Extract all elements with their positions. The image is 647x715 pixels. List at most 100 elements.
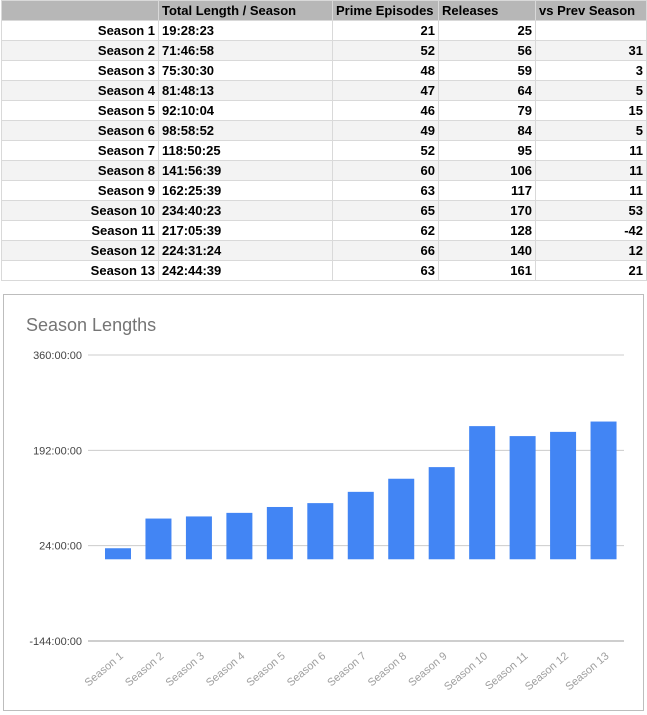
table-cell[interactable]: 31 — [535, 40, 647, 61]
table-cell[interactable]: Season 9 — [1, 180, 159, 201]
table-cell[interactable]: Season 3 — [1, 60, 159, 81]
bar[interactable] — [469, 426, 496, 560]
table-cell[interactable]: 66 — [332, 240, 439, 261]
table-cell[interactable]: 217:05:39 — [158, 220, 333, 241]
bar[interactable] — [307, 503, 334, 560]
table-cell[interactable]: Season 1 — [1, 20, 159, 41]
table-row: Season 2 71:46:58 52 56 31 — [1, 40, 647, 61]
table-cell[interactable]: 11 — [535, 160, 647, 181]
table-row: Season 8 141:56:39 60 106 11 — [1, 160, 647, 181]
table-cell[interactable]: 92:10:04 — [158, 100, 333, 121]
table-cell[interactable]: 242:44:39 — [158, 260, 333, 281]
table-cell[interactable]: 62 — [332, 220, 439, 241]
table-cell[interactable]: 81:48:13 — [158, 80, 333, 101]
table-cell[interactable]: Season 8 — [1, 160, 159, 181]
table-cell[interactable]: 84 — [438, 120, 536, 141]
column-header[interactable]: Releases — [438, 0, 536, 21]
bar-chart: 360:00:00192:00:0024:00:00-144:00:00Seas… — [29, 350, 624, 693]
table-cell[interactable]: 47 — [332, 80, 439, 101]
table-cell[interactable]: Season 10 — [1, 200, 159, 221]
chart-container[interactable]: Season Lengths 360:00:00 192:00:00 24:00:0… — [3, 294, 644, 711]
x-tick-label: Season 11 — [483, 650, 530, 692]
table-cell[interactable]: Season 7 — [1, 140, 159, 161]
table-cell[interactable]: 15 — [535, 100, 647, 121]
y-tick-label: 24:00:00 — [39, 541, 82, 553]
table-cell[interactable]: Season 12 — [1, 240, 159, 261]
table-cell[interactable]: 98:58:52 — [158, 120, 333, 141]
bar[interactable] — [266, 506, 293, 560]
table-cell[interactable]: 49 — [332, 120, 439, 141]
table-cell[interactable]: 71:46:58 — [158, 40, 333, 61]
table-cell[interactable]: Season 4 — [1, 80, 159, 101]
table-cell[interactable]: 140 — [438, 240, 536, 261]
table-cell[interactable]: 63 — [332, 260, 439, 281]
table-cell[interactable]: 234:40:23 — [158, 200, 333, 221]
table-row: Season 6 98:58:52 49 84 5 — [1, 120, 647, 141]
table-cell[interactable]: 75:30:30 — [158, 60, 333, 81]
table-cell[interactable]: 52 — [332, 40, 439, 61]
bar[interactable] — [388, 478, 415, 560]
bar[interactable] — [590, 421, 617, 560]
table-cell[interactable]: 106 — [438, 160, 536, 181]
table-cell[interactable]: 118:50:25 — [158, 140, 333, 161]
bar[interactable] — [550, 431, 577, 560]
table-row: Season 12 224:31:24 66 140 12 — [1, 240, 647, 261]
bar[interactable] — [347, 491, 374, 560]
table-cell[interactable]: 170 — [438, 200, 536, 221]
table-cell[interactable]: 52 — [332, 140, 439, 161]
table-cell[interactable]: 48 — [332, 60, 439, 81]
table-cell[interactable]: 64 — [438, 80, 536, 101]
table-cell[interactable]: 11 — [535, 140, 647, 161]
table-cell[interactable]: 60 — [332, 160, 439, 181]
bar[interactable] — [105, 548, 131, 560]
table-row: Season 11 217:05:39 62 128 -42 — [1, 220, 647, 241]
table-cell[interactable]: 224:31:24 — [158, 240, 333, 261]
bar[interactable] — [428, 467, 455, 560]
table-cell[interactable]: Season 13 — [1, 260, 159, 281]
table-cell[interactable]: 128 — [438, 220, 536, 241]
table-cell[interactable]: Season 11 — [1, 220, 159, 241]
table-cell[interactable]: 25 — [438, 20, 536, 41]
table-cell[interactable]: 5 — [535, 120, 647, 141]
table-cell[interactable]: Season 6 — [1, 120, 159, 141]
table-cell[interactable]: 21 — [332, 20, 439, 41]
table-cell[interactable]: 3 — [535, 60, 647, 81]
bar[interactable] — [145, 518, 172, 560]
table-cell[interactable]: 79 — [438, 100, 536, 121]
table-cell[interactable]: 46 — [332, 100, 439, 121]
table-row: Season 13 242:44:39 63 161 21 — [1, 260, 647, 281]
x-tick-label: Season 1 — [83, 650, 126, 689]
table-cell[interactable]: 56 — [438, 40, 536, 61]
x-tick-label: Season 2 — [123, 650, 166, 689]
x-tick-label: Season 8 — [366, 650, 409, 689]
table-row: Season 10 234:40:23 65 170 53 — [1, 200, 647, 221]
table-cell[interactable]: 11 — [535, 180, 647, 201]
table-cell[interactable]: 19:28:23 — [158, 20, 333, 41]
table-cell[interactable]: Season 5 — [1, 100, 159, 121]
column-header[interactable]: vs Prev Season — [535, 0, 647, 21]
table-cell[interactable]: 95 — [438, 140, 536, 161]
table-cell[interactable]: 117 — [438, 180, 536, 201]
x-tick-label: Season 13 — [563, 650, 611, 693]
table-cell[interactable]: 21 — [535, 260, 647, 281]
bar[interactable] — [509, 436, 536, 560]
table-cell[interactable]: 5 — [535, 80, 647, 101]
table-cell[interactable]: 161 — [438, 260, 536, 281]
table-cell[interactable]: 12 — [535, 240, 647, 261]
column-header[interactable]: Total Length / Season — [158, 0, 333, 21]
bar[interactable] — [185, 516, 212, 560]
column-header[interactable] — [1, 0, 159, 21]
table-cell[interactable]: 65 — [332, 200, 439, 221]
table-row: Season 1 19:28:23 21 25 — [1, 20, 647, 41]
bar[interactable] — [226, 512, 253, 560]
table-cell[interactable]: 59 — [438, 60, 536, 81]
table-cell[interactable]: -42 — [535, 220, 647, 241]
table-cell[interactable]: Season 2 — [1, 40, 159, 61]
table-cell[interactable]: 162:25:39 — [158, 180, 333, 201]
table-cell[interactable] — [535, 20, 647, 41]
table-cell[interactable]: 53 — [535, 200, 647, 221]
column-header[interactable]: Prime Episodes — [332, 0, 439, 21]
table-cell[interactable]: 63 — [332, 180, 439, 201]
table-cell[interactable]: 141:56:39 — [158, 160, 333, 181]
y-tick-label: 360:00:00 — [33, 350, 82, 362]
